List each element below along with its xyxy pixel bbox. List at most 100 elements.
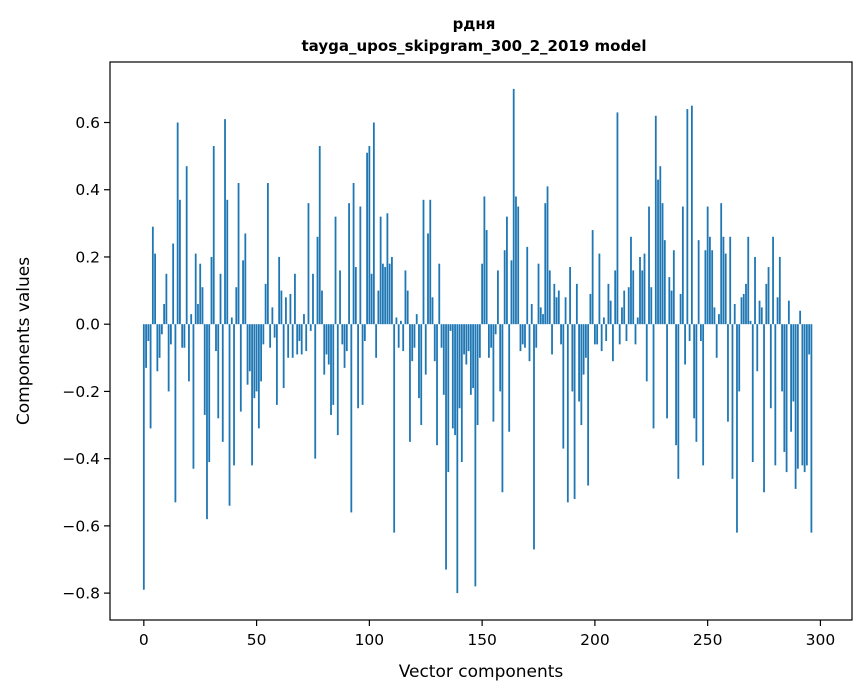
bar [605, 324, 608, 341]
bar [612, 324, 614, 362]
bar [429, 199, 432, 325]
bar [713, 307, 716, 325]
bar [765, 283, 768, 325]
bar [181, 324, 184, 348]
bar [244, 233, 247, 325]
bar [740, 297, 743, 325]
bar [149, 324, 152, 429]
bar [280, 290, 283, 325]
bar [197, 304, 199, 325]
bar [474, 324, 477, 587]
bar [449, 324, 452, 331]
bar [512, 88, 515, 325]
bar [668, 277, 671, 325]
bar [451, 324, 454, 429]
bar [291, 324, 294, 358]
bar [309, 324, 312, 331]
bar [724, 253, 727, 325]
bar [379, 216, 382, 325]
bar [544, 203, 547, 325]
bar [609, 300, 612, 325]
bar [508, 324, 511, 432]
bar [285, 297, 287, 325]
bar [526, 246, 529, 325]
bar [287, 324, 290, 358]
bar [630, 236, 632, 325]
bar [445, 324, 447, 570]
bar [684, 324, 686, 365]
bar [332, 324, 335, 405]
bar [492, 324, 495, 422]
bar [235, 287, 238, 325]
bar [372, 122, 375, 325]
bar [163, 304, 166, 325]
y-tick-label: 0.0 [75, 316, 100, 334]
bar [555, 297, 558, 325]
bar [400, 320, 402, 325]
bar [282, 324, 285, 389]
bar [794, 324, 797, 489]
bar [354, 267, 357, 325]
bar [370, 273, 373, 325]
bar [199, 263, 202, 325]
chart-title: рдня [453, 15, 496, 33]
bar [681, 206, 684, 325]
bar [494, 324, 497, 335]
bar [636, 317, 639, 325]
bar [456, 324, 459, 594]
bar [424, 324, 427, 375]
bar [411, 324, 414, 362]
bar [348, 203, 350, 325]
bar [535, 324, 538, 348]
y-tick-label: 0.2 [75, 248, 100, 266]
bar [571, 324, 574, 392]
y-tick-label: −0.8 [62, 585, 100, 603]
x-axis-label: Vector components [399, 662, 564, 682]
x-tick-label: 0 [139, 631, 149, 649]
bar [224, 119, 226, 325]
bar [792, 324, 795, 402]
bar [336, 324, 339, 436]
bar [357, 324, 359, 409]
bar [142, 324, 145, 590]
bar [718, 314, 720, 325]
bar [402, 324, 405, 352]
bar [510, 260, 513, 325]
bar [217, 324, 220, 419]
bar [487, 324, 490, 358]
bar [345, 324, 348, 352]
bar [706, 206, 709, 325]
bar [391, 256, 393, 325]
bar [580, 324, 583, 426]
bar [203, 324, 206, 415]
bar [519, 324, 522, 352]
bar [327, 324, 330, 365]
bar [481, 263, 484, 325]
bar [433, 324, 436, 362]
y-axis-ticks: −0.8 −0.6 −0.4 −0.2 0.0 0.2 0.4 0.6 [62, 114, 110, 603]
bar [801, 324, 804, 466]
plot-area-frame [109, 61, 853, 621]
bar [546, 186, 549, 325]
x-tick-label: 250 [693, 631, 723, 649]
bar [208, 324, 211, 463]
bar [294, 273, 296, 325]
bar [467, 324, 470, 352]
bar [447, 324, 450, 473]
bar [769, 324, 772, 409]
bar [515, 196, 517, 325]
bar [803, 324, 806, 473]
bar [176, 122, 179, 325]
bar [695, 324, 698, 442]
bar [697, 240, 700, 325]
bar [589, 293, 592, 325]
bar [463, 324, 465, 355]
bar [564, 297, 567, 325]
bar [458, 324, 461, 409]
y-tick-label: −0.4 [62, 450, 100, 468]
bar [679, 293, 682, 325]
bar [553, 283, 556, 325]
bar [560, 324, 562, 345]
bar [584, 324, 587, 358]
bar [711, 250, 714, 325]
